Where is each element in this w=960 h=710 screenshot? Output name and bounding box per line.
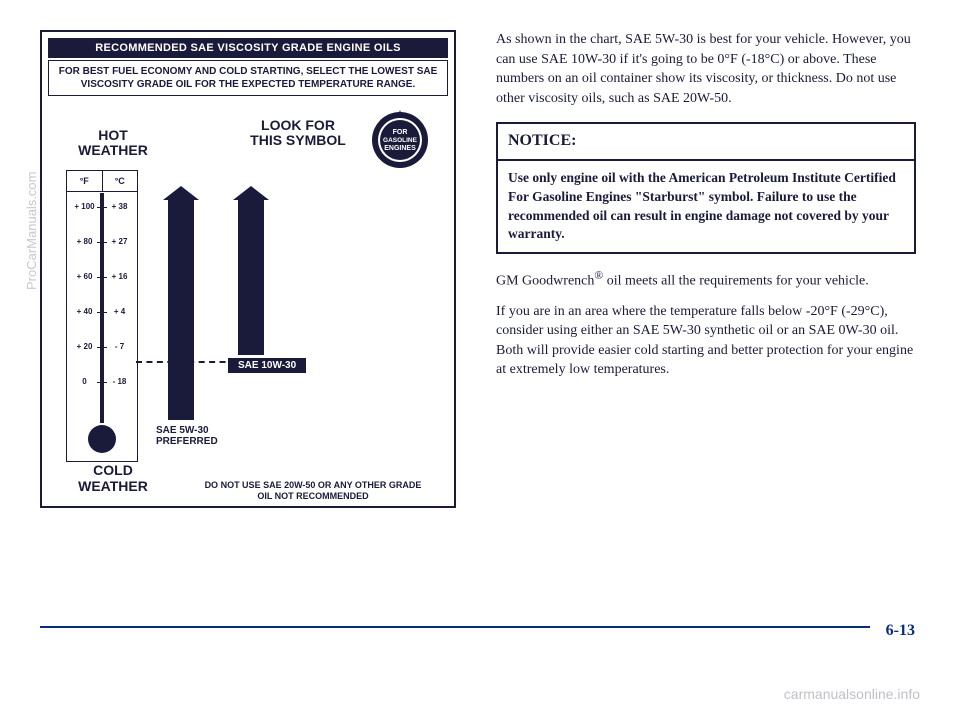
chart-footer-note: DO NOT USE SAE 20W-50 OR ANY OTHER GRADE… xyxy=(198,480,428,502)
page-number: 6-13 xyxy=(886,622,915,640)
paragraph-2: GM Goodwrench® oil meets all the require… xyxy=(496,268,916,291)
watermark-side: ProCarManuals.com xyxy=(24,172,39,291)
svg-text:FOR: FOR xyxy=(393,129,408,136)
notice-box: NOTICE: Use only engine oil with the Ame… xyxy=(496,122,916,254)
page-rule xyxy=(40,626,870,628)
sae-5w30-bar xyxy=(168,200,194,420)
notice-title: NOTICE: xyxy=(498,124,914,160)
fahrenheit-label: °F xyxy=(67,171,103,191)
chart-header: RECOMMENDED SAE VISCOSITY GRADE ENGINE O… xyxy=(48,38,448,58)
thermometer-tube xyxy=(100,193,104,423)
body-text: As shown in the chart, SAE 5W-30 is best… xyxy=(496,30,916,508)
chart-body: HOT WEATHER LOOK FOR THIS SYMBOL FOR GAS… xyxy=(48,100,448,500)
thermometer: °F °C + 100+ 38+ 80+ 27+ 60+ 16+ 40+ 4+ … xyxy=(66,170,138,462)
sae-10w30-label: SAE 10W-30 xyxy=(228,358,306,373)
svg-text:ENGINES: ENGINES xyxy=(384,145,416,152)
paragraph-1: As shown in the chart, SAE 5W-30 is best… xyxy=(496,30,916,108)
sae-5w30-label: SAE 5W-30PREFERRED xyxy=(156,425,218,447)
hot-weather-label: HOT WEATHER xyxy=(68,128,158,159)
viscosity-chart: RECOMMENDED SAE VISCOSITY GRADE ENGINE O… xyxy=(40,30,456,508)
thermometer-bulb xyxy=(88,425,116,453)
svg-text:GASOLINE: GASOLINE xyxy=(383,137,418,144)
cold-weather-label: COLD WEATHER xyxy=(68,463,158,494)
look-for-symbol-label: LOOK FOR THIS SYMBOL xyxy=(248,118,348,149)
sae-10w30-bar xyxy=(238,200,264,355)
watermark-bottom: carmanualsonline.info xyxy=(784,686,920,702)
notice-body: Use only engine oil with the American Pe… xyxy=(498,161,914,253)
paragraph-3: If you are in an area where the temperat… xyxy=(496,302,916,380)
celsius-label: °C xyxy=(103,171,138,191)
zero-line xyxy=(136,361,236,363)
chart-subheader: FOR BEST FUEL ECONOMY AND COLD STARTING,… xyxy=(48,60,448,96)
api-starburst-icon: FOR GASOLINE ENGINES xyxy=(370,110,430,170)
